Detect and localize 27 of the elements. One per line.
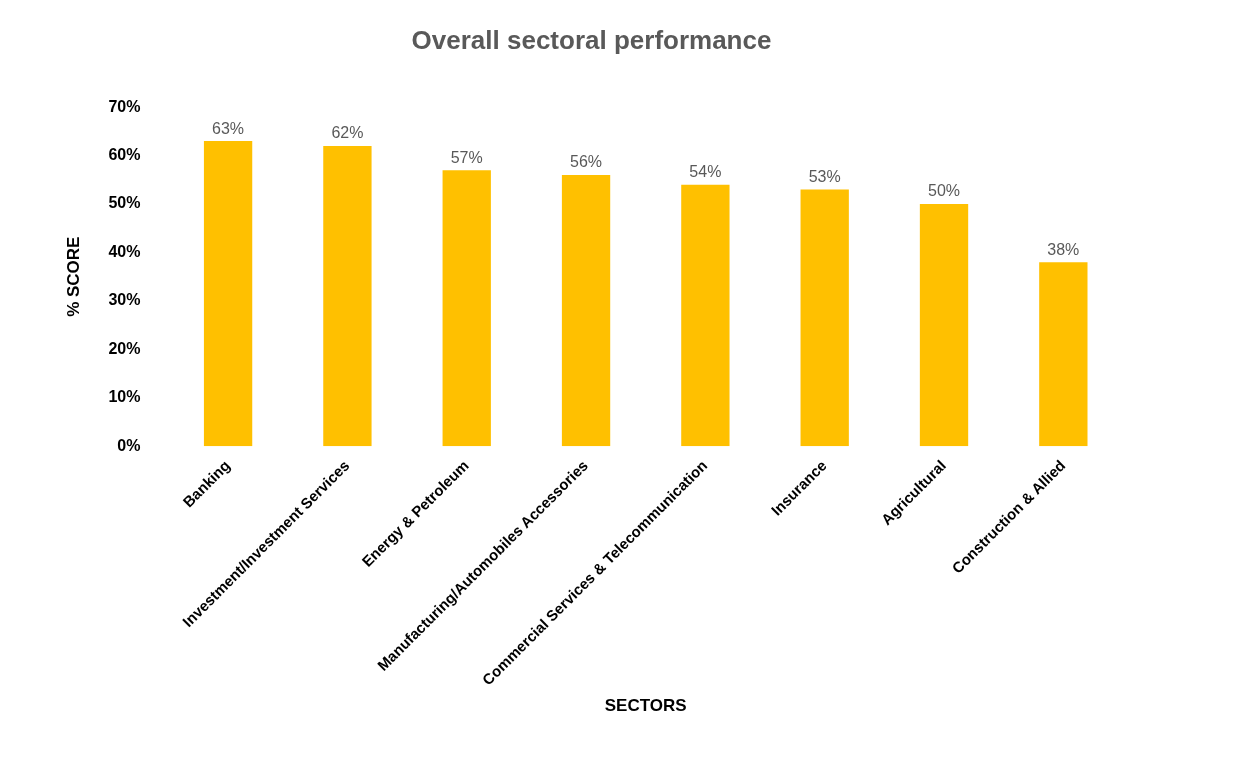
bar — [203, 141, 253, 447]
y-tick-label: 30% — [108, 291, 141, 309]
y-tick-label: 60% — [108, 146, 141, 164]
bar — [442, 170, 491, 447]
data-label: 62% — [331, 124, 364, 142]
data-label: 56% — [570, 153, 603, 171]
bar — [681, 184, 730, 447]
data-label: 38% — [1047, 240, 1080, 258]
bar — [323, 145, 372, 447]
y-tick-label: 50% — [108, 194, 141, 212]
data-label: 63% — [212, 119, 245, 137]
data-label: 57% — [450, 148, 483, 166]
y-tick-label: 70% — [108, 97, 141, 115]
bar — [919, 204, 969, 447]
bar — [1039, 262, 1088, 447]
y-tick-label: 0% — [117, 436, 141, 454]
y-tick-label: 20% — [108, 339, 141, 357]
bar — [800, 189, 849, 447]
data-label: 50% — [928, 182, 961, 200]
y-tick-label: 40% — [108, 242, 141, 260]
y-tick-label: 10% — [108, 388, 141, 406]
bar — [561, 175, 611, 447]
data-label: 53% — [808, 167, 841, 185]
y-axis-title: % SCORE — [63, 236, 83, 317]
data-label: 54% — [689, 163, 722, 181]
chart-title: Overall sectoral performance — [411, 24, 772, 55]
x-axis-title: SECTORS — [604, 696, 687, 716]
